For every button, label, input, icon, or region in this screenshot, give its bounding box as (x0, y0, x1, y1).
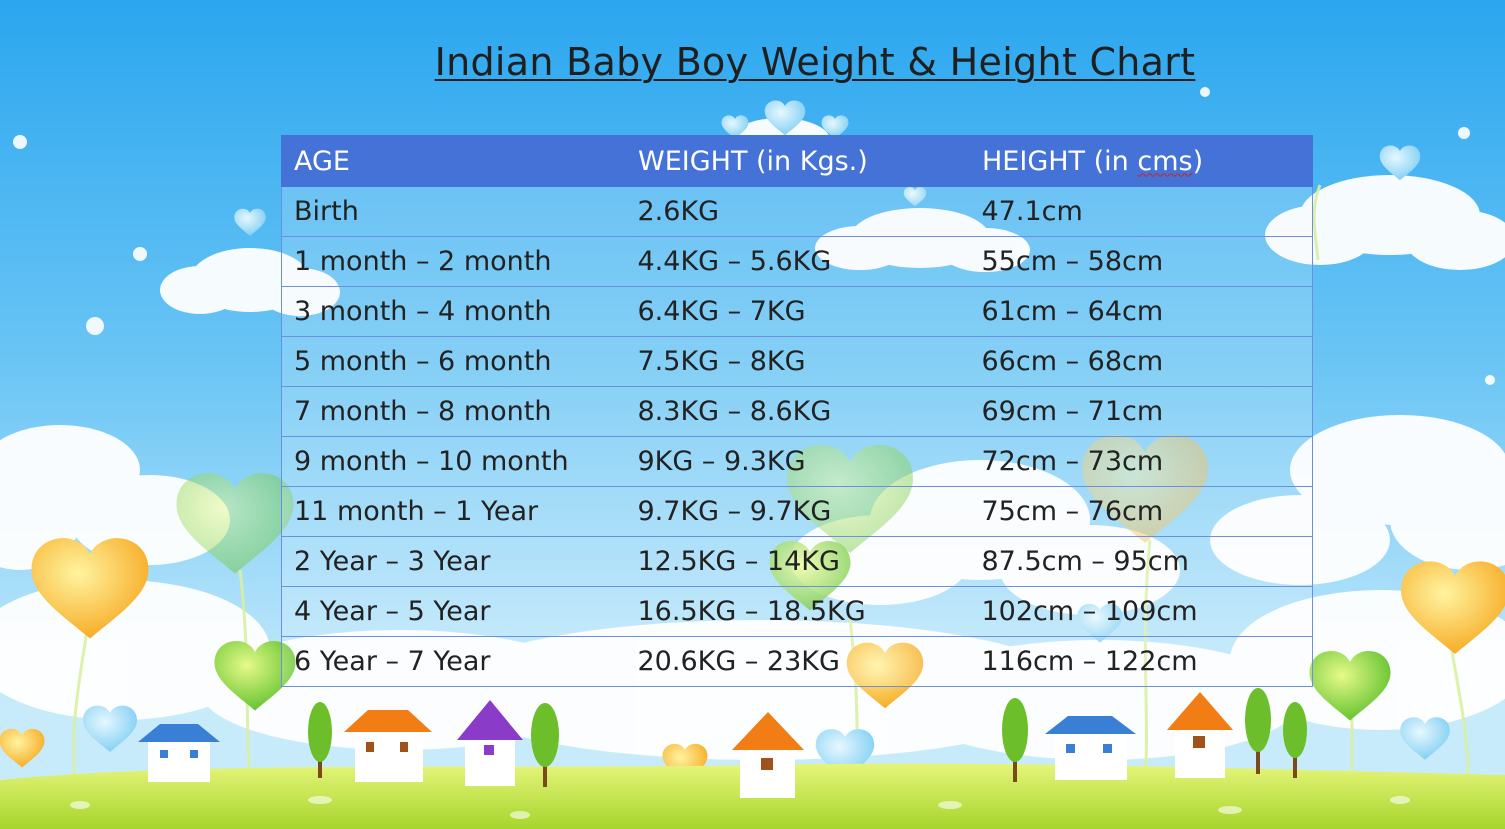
cell-weight: 9.7KG – 9.7KG (625, 486, 970, 537)
cell-height: 55cm – 58cm (969, 236, 1313, 287)
cell-weight: 16.5KG – 18.5KG (625, 586, 970, 637)
page-title: Indian Baby Boy Weight & Height Chart (434, 40, 1196, 84)
table-row: 6 Year – 7 Year 20.6KG – 23KG 116cm – 12… (281, 636, 1313, 687)
cell-age: 4 Year – 5 Year (281, 586, 626, 637)
cell-age: 6 Year – 7 Year (281, 636, 626, 687)
cell-age: 3 month – 4 month (281, 286, 626, 337)
cell-weight: 7.5KG – 8KG (625, 336, 970, 387)
table-row: 4 Year – 5 Year 16.5KG – 18.5KG 102cm – … (281, 586, 1313, 637)
cell-age: 7 month – 8 month (281, 386, 626, 437)
table-row: 11 month – 1 Year 9.7KG – 9.7KG 75cm – 7… (281, 486, 1313, 537)
header-height-suffix: ) (1192, 145, 1204, 177)
cell-height: 75cm – 76cm (969, 486, 1313, 537)
tree-icon (308, 688, 1307, 787)
cell-weight: 8.3KG – 8.6KG (625, 386, 970, 437)
cell-height: 47.1cm (969, 186, 1313, 237)
table-row: 3 month – 4 month 6.4KG – 7KG 61cm – 64c… (281, 286, 1313, 337)
table-row: 7 month – 8 month 8.3KG – 8.6KG 69cm – 7… (281, 386, 1313, 437)
header-height-unit: cms (1137, 145, 1193, 177)
cell-age: 1 month – 2 month (281, 236, 626, 287)
cell-height: 72cm – 73cm (969, 436, 1313, 487)
cell-height: 87.5cm – 95cm (969, 536, 1313, 587)
cell-weight: 12.5KG – 14KG (625, 536, 970, 587)
cell-height: 66cm – 68cm (969, 336, 1313, 387)
table-header-row: AGE WEIGHT (in Kgs.) HEIGHT (in cms) (281, 135, 1313, 187)
cell-age: 5 month – 6 month (281, 336, 626, 387)
table-row: 1 month – 2 month 4.4KG – 5.6KG 55cm – 5… (281, 236, 1313, 287)
table-row: 5 month – 6 month 7.5KG – 8KG 66cm – 68c… (281, 336, 1313, 387)
cell-age: 11 month – 1 Year (281, 486, 626, 537)
header-age: AGE (281, 135, 626, 187)
table-row: Birth 2.6KG 47.1cm (281, 186, 1313, 237)
cell-age: 2 Year – 3 Year (281, 536, 626, 587)
table-row: 9 month – 10 month 9KG – 9.3KG 72cm – 73… (281, 436, 1313, 487)
cell-weight: 20.6KG – 23KG (625, 636, 970, 687)
header-height: HEIGHT (in cms) (969, 135, 1313, 187)
cell-height: 102cm – 109cm (969, 586, 1313, 637)
growth-chart-table: AGE WEIGHT (in Kgs.) HEIGHT (in cms) Bir… (281, 135, 1313, 687)
cell-age: Birth (281, 186, 626, 237)
cell-height: 116cm – 122cm (969, 636, 1313, 687)
cell-weight: 6.4KG – 7KG (625, 286, 970, 337)
table-row: 2 Year – 3 Year 12.5KG – 14KG 87.5cm – 9… (281, 536, 1313, 587)
header-height-prefix: HEIGHT (in (982, 145, 1138, 177)
cell-height: 69cm – 71cm (969, 386, 1313, 437)
cell-weight: 2.6KG (625, 186, 970, 237)
cell-weight: 9KG – 9.3KG (625, 436, 970, 487)
cell-age: 9 month – 10 month (281, 436, 626, 487)
header-weight: WEIGHT (in Kgs.) (625, 135, 970, 187)
cell-height: 61cm – 64cm (969, 286, 1313, 337)
house-icon (138, 692, 1233, 798)
cell-weight: 4.4KG – 5.6KG (625, 236, 970, 287)
